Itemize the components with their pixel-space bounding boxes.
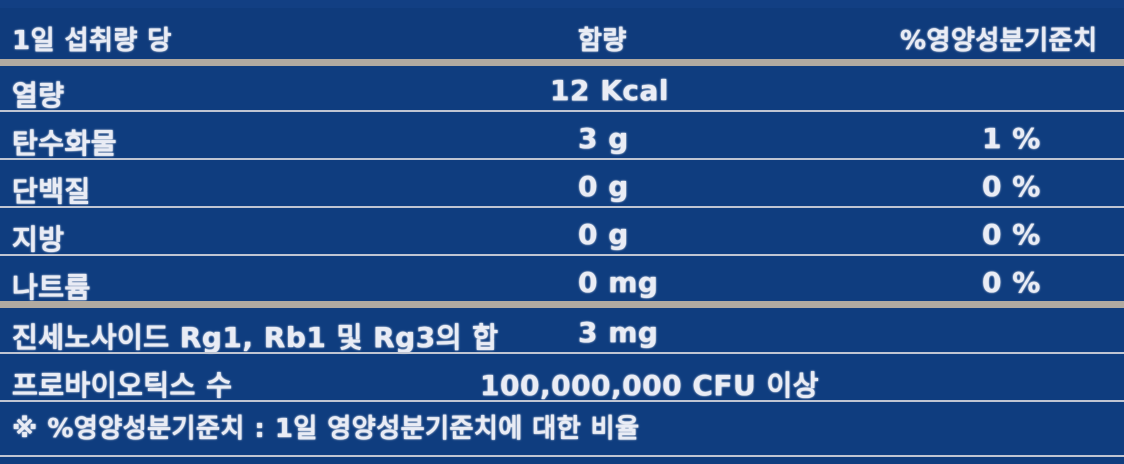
header-divider <box>0 59 1124 66</box>
row-name: 열량 <box>12 79 65 112</box>
row-divider <box>0 158 1124 160</box>
table-row: 나트륨 0 mg 0 % <box>0 258 1124 306</box>
row-amount: 0 mg <box>578 266 659 299</box>
row-divider <box>0 254 1124 256</box>
table-row: 지방 0 g 0 % <box>0 210 1124 258</box>
header-amount: 함량 <box>578 26 627 56</box>
row-name: 프로바이오틱스 수 <box>12 369 233 402</box>
row-divider <box>0 352 1124 354</box>
row-name: 나트륨 <box>12 271 91 304</box>
header-serving: 1일 섭취량 당 <box>12 26 172 56</box>
row-divider <box>0 110 1124 112</box>
row-percent: 0 % <box>982 266 1041 299</box>
table-row: 프로바이오틱스 수 100,000,000 CFU 이상 <box>0 356 1124 404</box>
header-percent: %영양성분기준치 <box>900 26 1098 56</box>
row-name: 단백질 <box>12 175 91 208</box>
footnote: ※ %영양성분기준치 : 1일 영양성분기준치에 대한 비율 <box>12 414 640 444</box>
row-percent: 1 % <box>982 122 1041 155</box>
row-amount: 3 g <box>578 122 629 155</box>
row-divider <box>0 400 1124 402</box>
row-name: 진세노사이드 Rg1, Rb1 및 Rg3의 합 <box>12 321 499 354</box>
row-amount: 0 g <box>578 218 629 251</box>
section-divider <box>0 301 1124 308</box>
bottom-divider <box>0 455 1124 457</box>
row-percent: 0 % <box>982 218 1041 251</box>
row-percent: 0 % <box>982 170 1041 203</box>
row-amount: 0 g <box>578 170 629 203</box>
table-row: 탄수화물 3 g 1 % <box>0 114 1124 162</box>
row-amount: 12 Kcal <box>550 74 669 107</box>
table-row: 단백질 0 g 0 % <box>0 162 1124 210</box>
table-header: 1일 섭취량 당 함량 %영양성분기준치 <box>0 8 1124 60</box>
row-divider <box>0 206 1124 208</box>
row-amount: 100,000,000 CFU 이상 <box>480 369 820 402</box>
row-name: 탄수화물 <box>12 127 118 160</box>
table-row: 진세노사이드 Rg1, Rb1 및 Rg3의 합 3 mg <box>0 308 1124 356</box>
table-row: 열량 12 Kcal <box>0 66 1124 114</box>
row-amount: 3 mg <box>578 316 659 349</box>
row-name: 지방 <box>12 223 65 256</box>
